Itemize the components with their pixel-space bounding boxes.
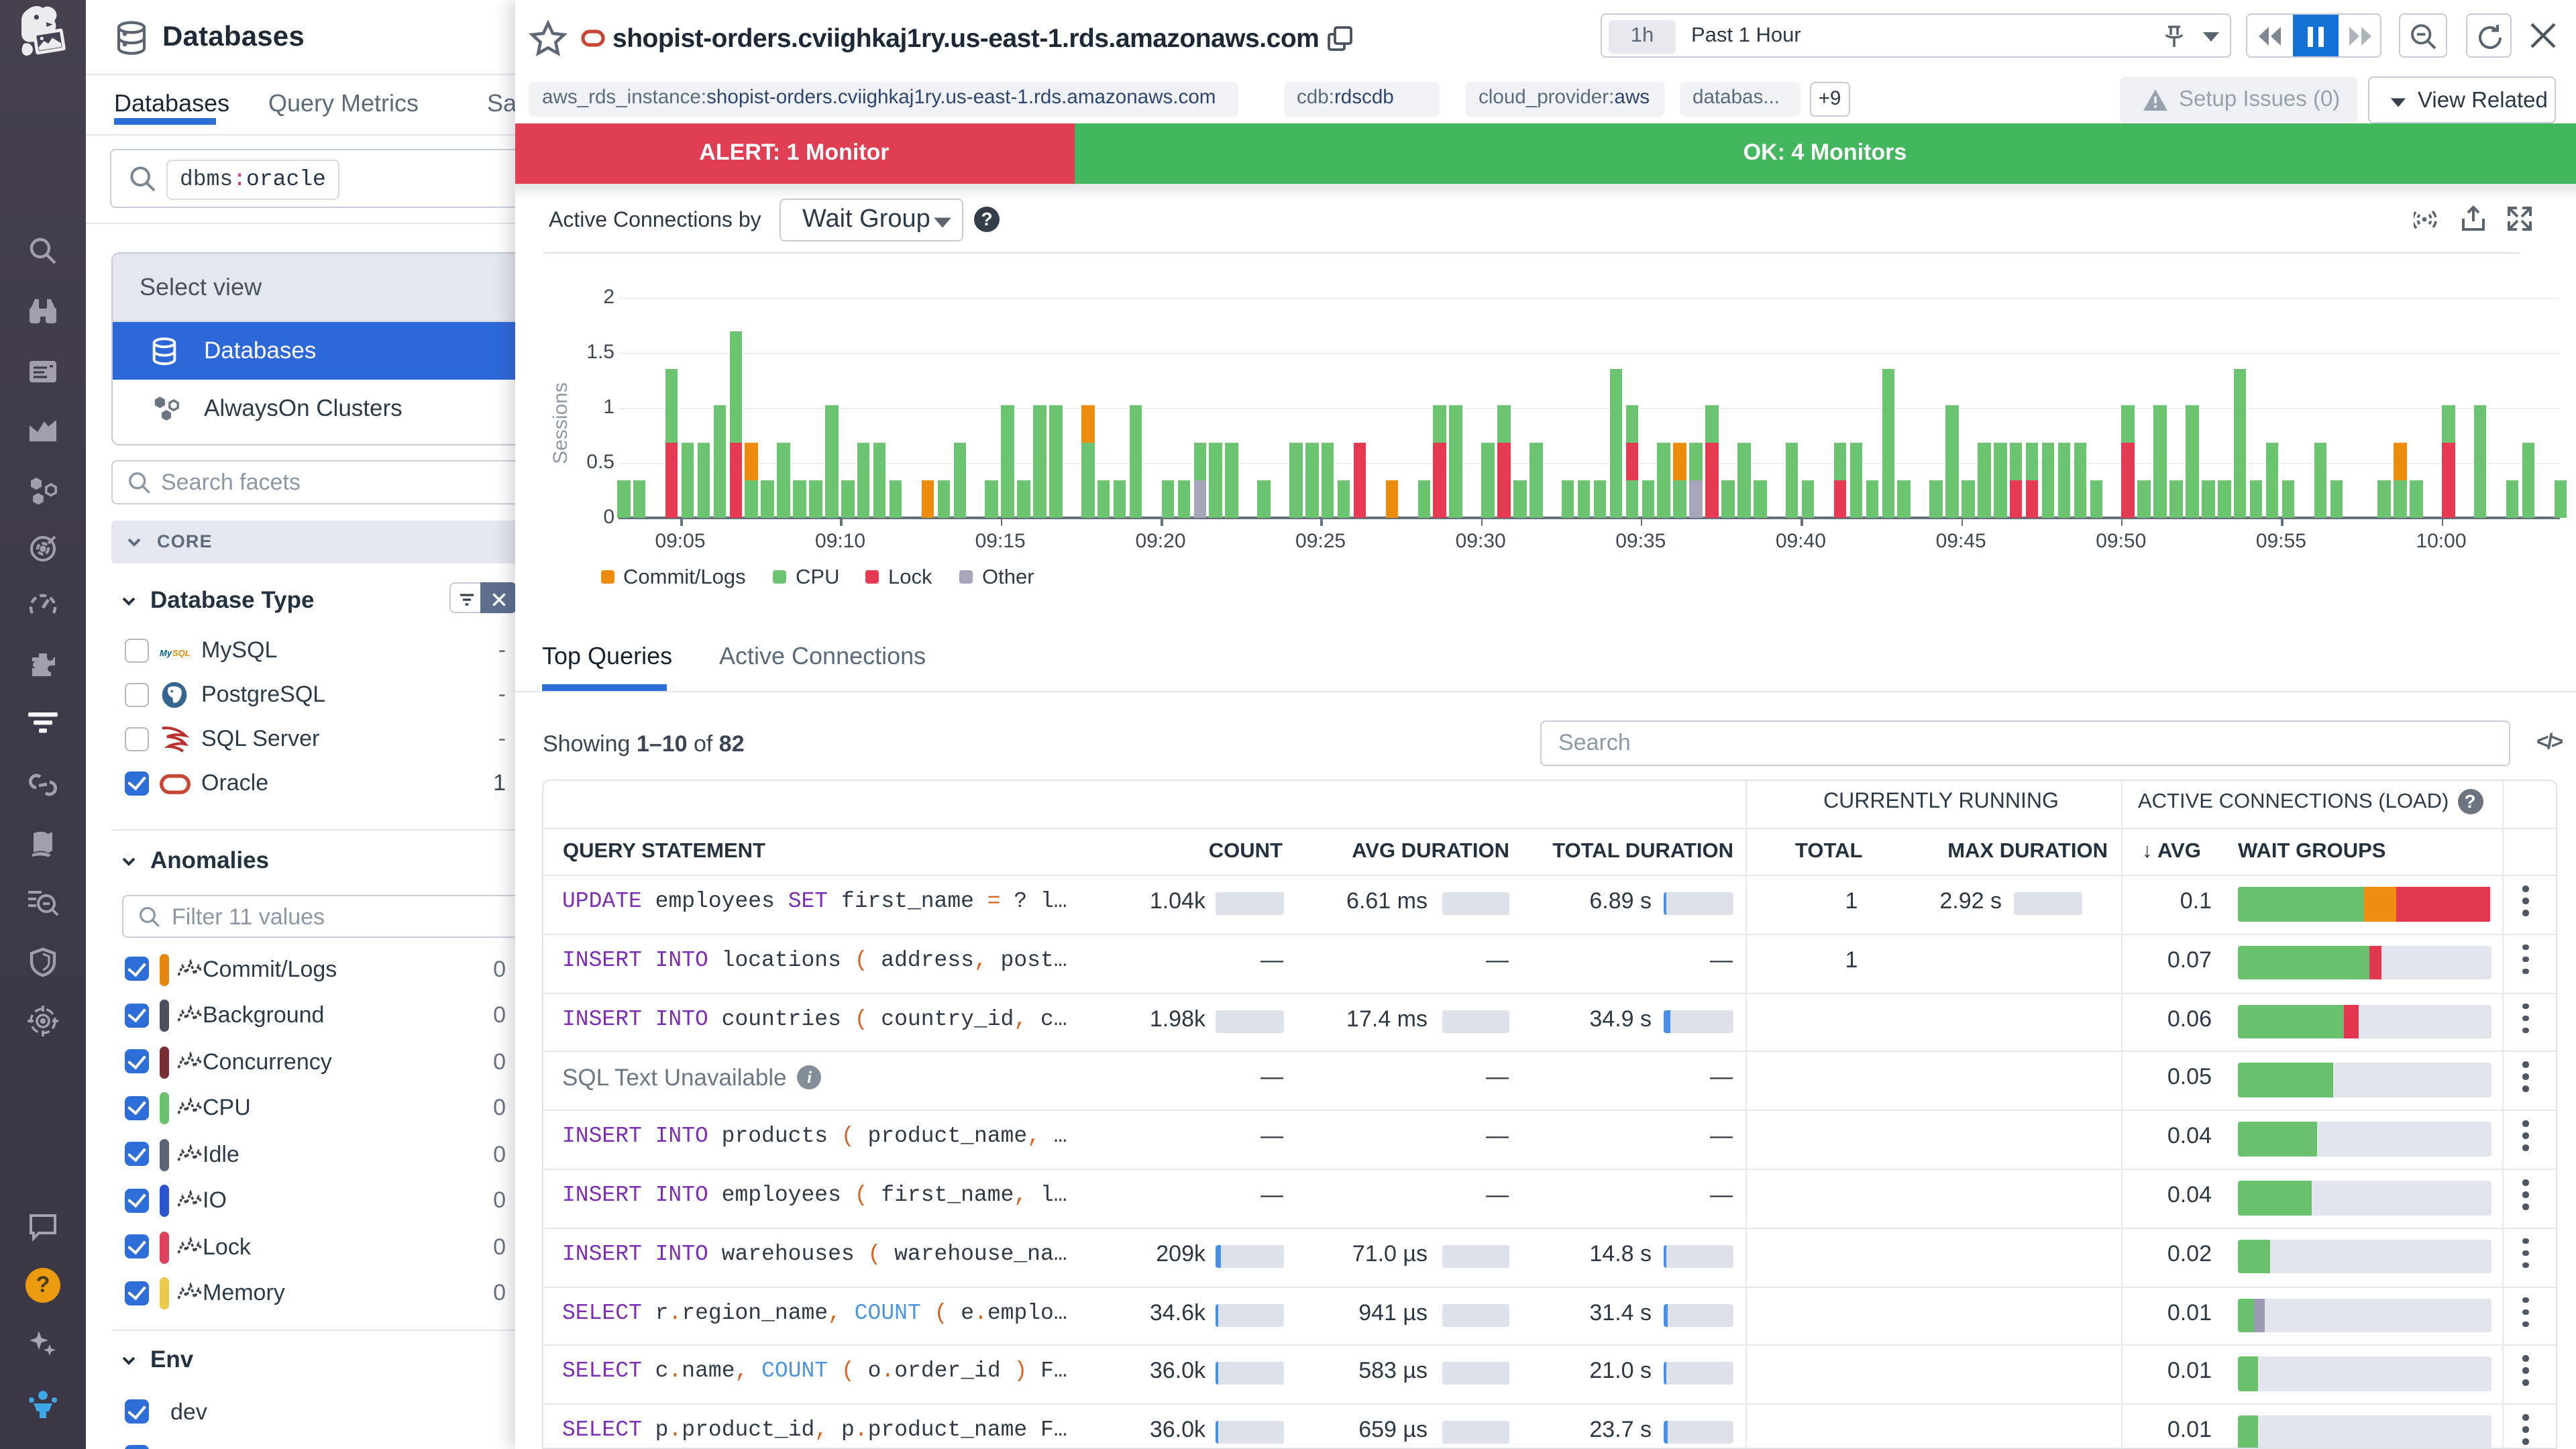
svg-text:My: My [160, 648, 172, 658]
svg-text:SQL: SQL [172, 648, 191, 658]
